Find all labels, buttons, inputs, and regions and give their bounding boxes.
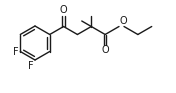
- Text: F: F: [28, 61, 33, 71]
- Text: O: O: [101, 45, 109, 55]
- Text: F: F: [13, 46, 19, 57]
- Text: O: O: [120, 16, 127, 25]
- Text: O: O: [60, 5, 67, 15]
